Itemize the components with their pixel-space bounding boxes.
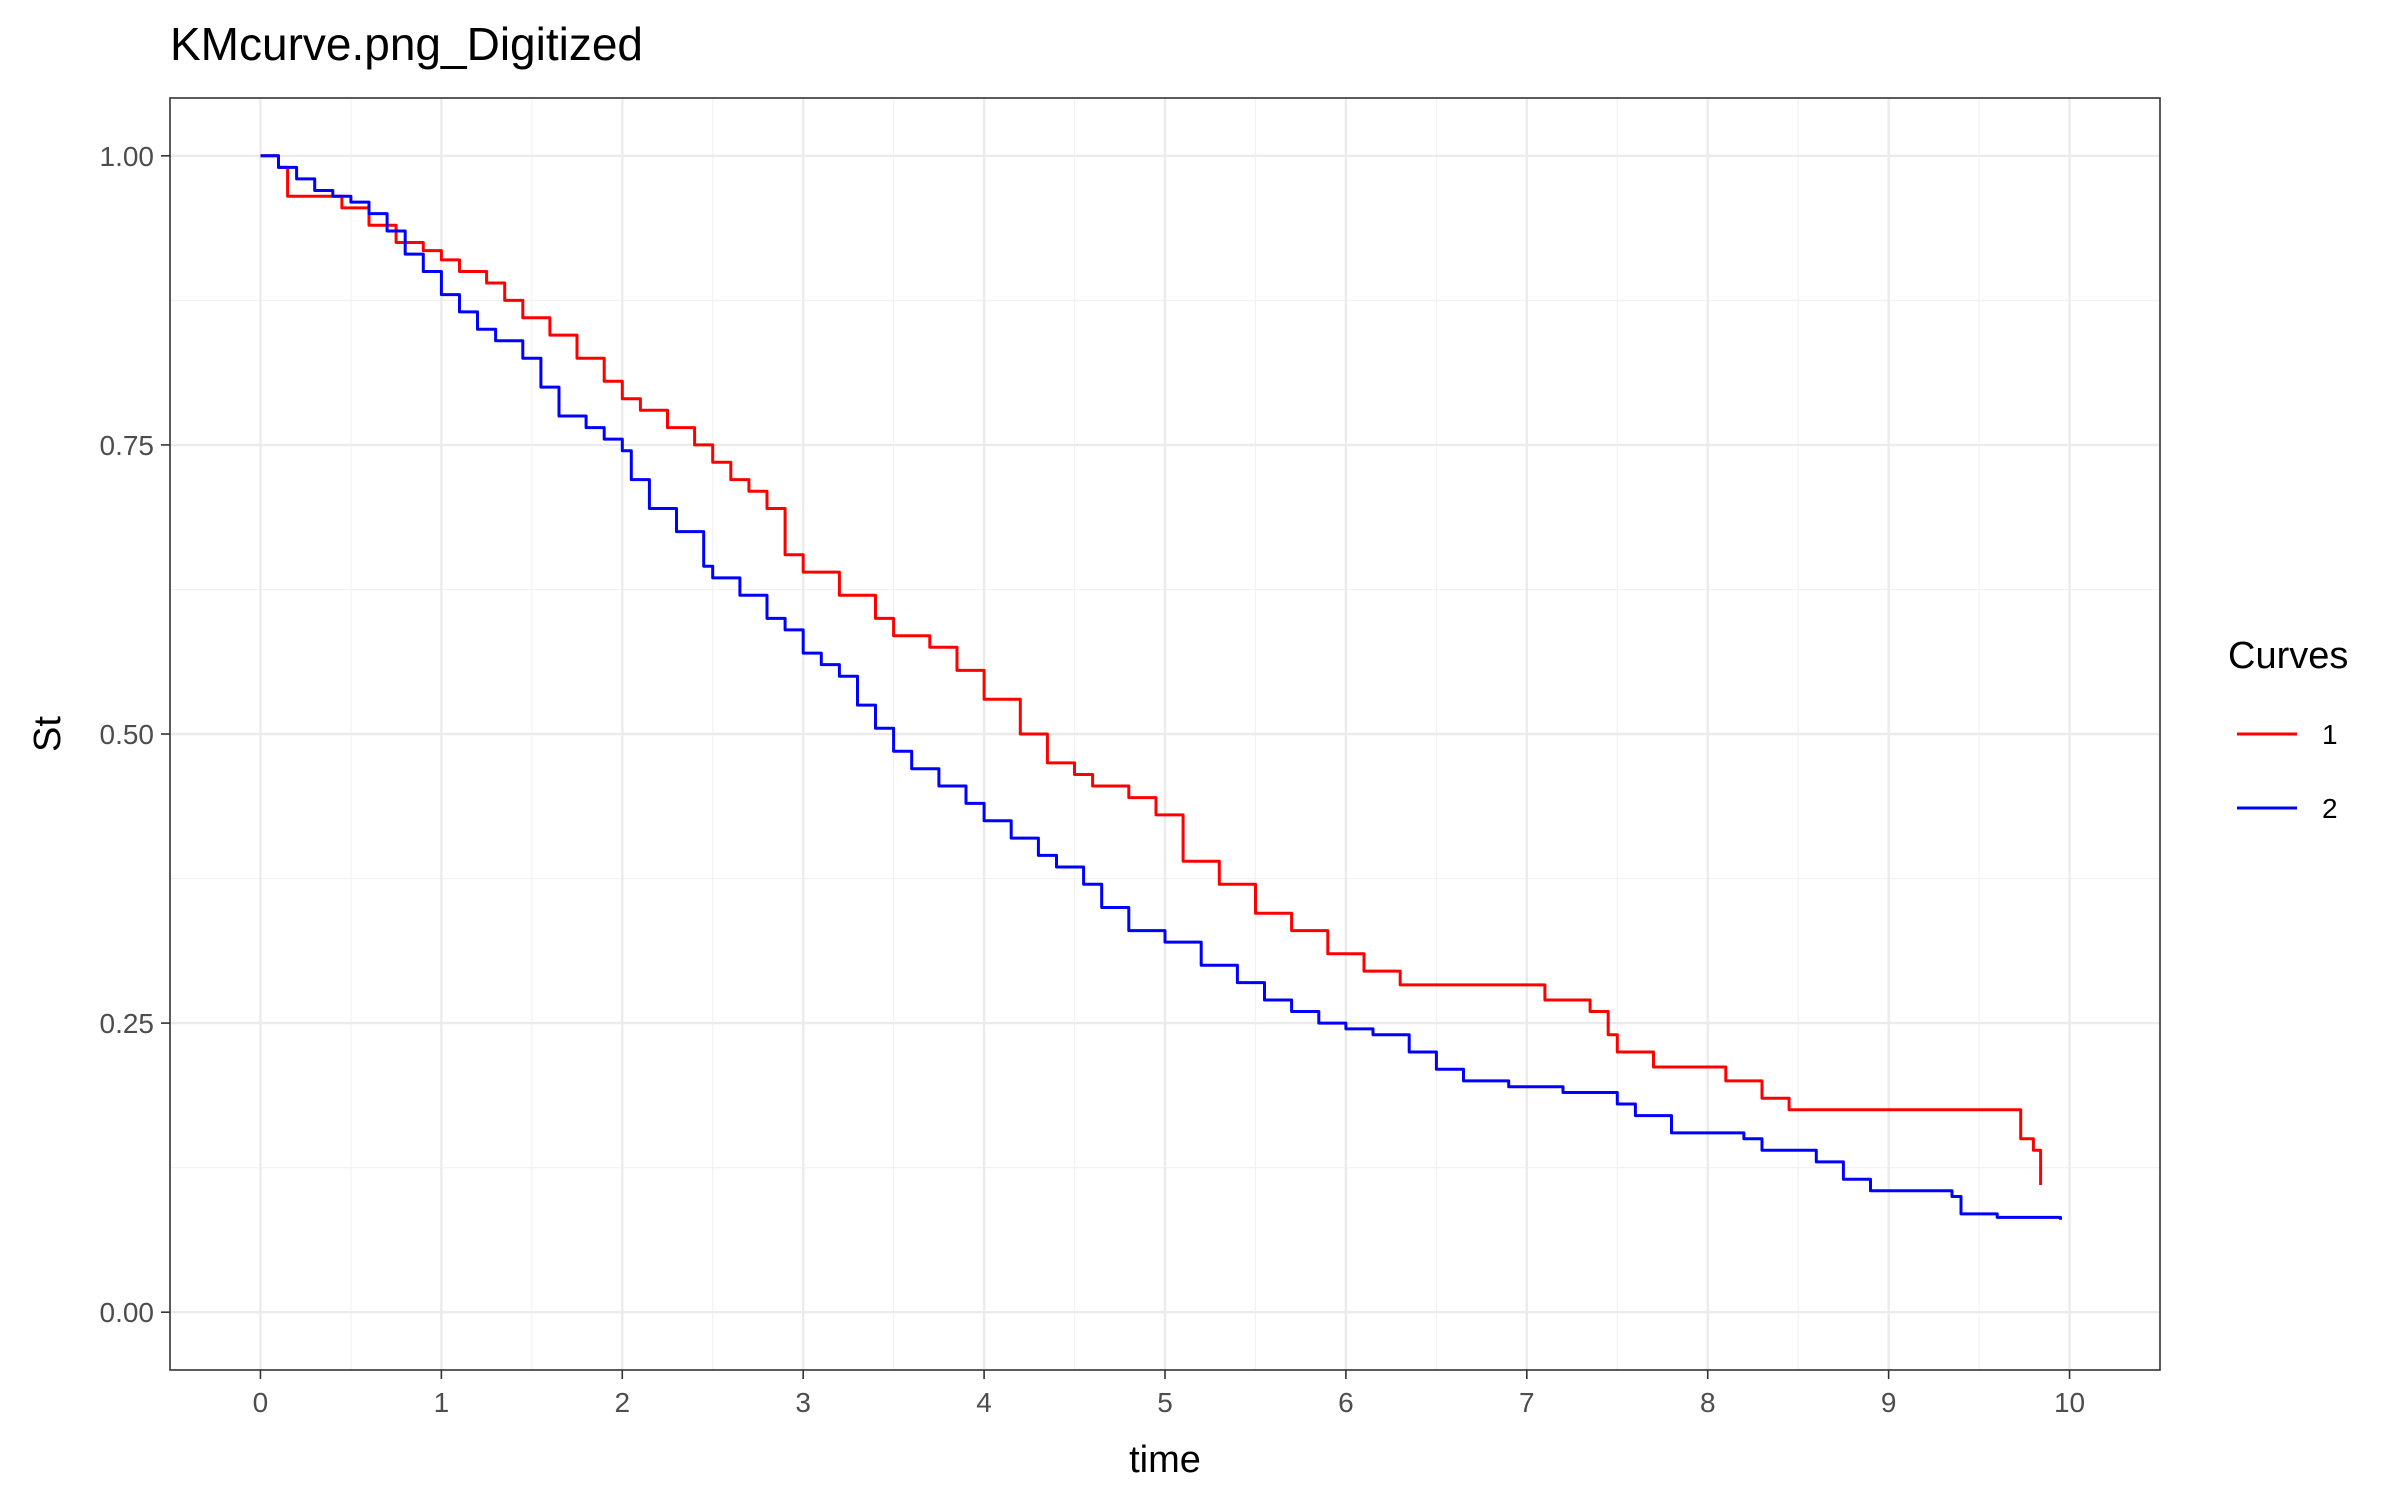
x-tick-label: 1	[434, 1387, 450, 1418]
x-axis: 0 1 2 3 4 5 6 7 8 9 10	[253, 1370, 2085, 1418]
y-tick-label: 0.25	[100, 1008, 155, 1039]
y-tick-label: 0.50	[100, 719, 155, 750]
legend: Curves 1 2	[2228, 635, 2348, 824]
x-tick-label: 6	[1338, 1387, 1354, 1418]
x-tick-label: 10	[2054, 1387, 2085, 1418]
legend-label-1: 1	[2322, 719, 2338, 750]
x-tick-label: 5	[1157, 1387, 1173, 1418]
y-tick-label: 1.00	[100, 141, 155, 172]
legend-title: Curves	[2228, 635, 2348, 677]
x-tick-label: 3	[795, 1387, 811, 1418]
x-tick-label: 7	[1519, 1387, 1535, 1418]
x-axis-title: time	[1129, 1439, 1201, 1481]
curve-2-line	[260, 154, 2062, 1220]
x-tick-label: 2	[614, 1387, 630, 1418]
x-tick-label: 0	[253, 1387, 269, 1418]
y-tick-label: 0.75	[100, 430, 155, 461]
legend-label-2: 2	[2322, 793, 2338, 824]
major-gridlines	[170, 98, 2160, 1370]
y-axis-title: St	[27, 716, 69, 752]
y-tick-label: 0.00	[100, 1297, 155, 1328]
curves	[260, 154, 2062, 1220]
y-axis: 0.00 0.25 0.50 0.75 1.00	[100, 141, 170, 1328]
x-tick-label: 8	[1700, 1387, 1716, 1418]
x-tick-label: 9	[1881, 1387, 1897, 1418]
curve-1-line	[260, 154, 2043, 1185]
x-tick-label: 4	[976, 1387, 992, 1418]
chart-title: KMcurve.png_Digitized	[170, 18, 643, 70]
